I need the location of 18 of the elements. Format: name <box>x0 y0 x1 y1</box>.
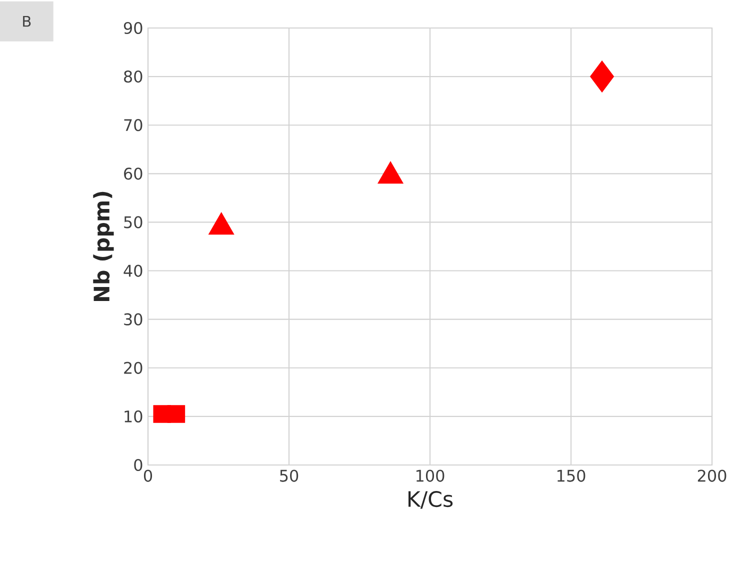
y-tick-label: 30 <box>124 313 142 326</box>
x-tick-label: 200 <box>698 470 726 482</box>
y-tick-label: 20 <box>124 362 142 374</box>
y-tick-label: 80 <box>124 70 142 83</box>
x-tick-label: 150 <box>557 470 586 482</box>
x-tick-label: 100 <box>416 470 444 482</box>
y-axis-title: Nb (ppm) <box>93 192 114 301</box>
x-tick-label: 50 <box>280 470 298 482</box>
y-tick-label: 0 <box>134 458 142 472</box>
text: B <box>23 16 31 27</box>
y-tick-label: 70 <box>124 119 142 132</box>
x-tick-label: 0 <box>144 470 152 482</box>
y-tick-label: 50 <box>124 216 142 228</box>
y-tick-label: 10 <box>124 410 142 422</box>
x-axis-title: K/Cs <box>408 490 453 509</box>
y-tick-label: 60 <box>124 168 142 180</box>
y-tick-label: 40 <box>124 264 142 277</box>
y-tick-label: 90 <box>124 22 142 34</box>
